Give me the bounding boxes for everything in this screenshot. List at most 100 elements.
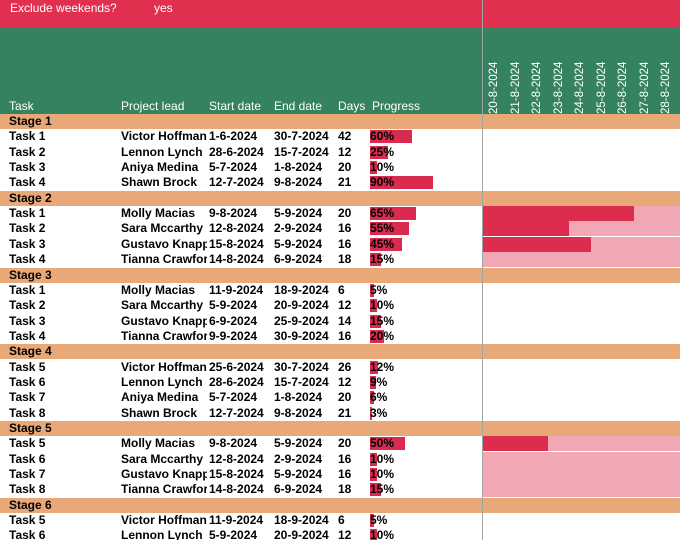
start-date[interactable]: 9-8-2024	[209, 206, 258, 221]
task-name[interactable]: Task 7	[9, 467, 46, 482]
project-lead[interactable]: Sara Mccarthy	[121, 451, 204, 466]
start-date[interactable]: 15-8-2024	[209, 236, 264, 251]
project-lead[interactable]: Molly Macias	[121, 206, 196, 221]
days[interactable]: 6	[338, 282, 345, 297]
timeline-date-header[interactable]: 27-8-2024	[639, 34, 653, 114]
end-date[interactable]: 1-8-2024	[274, 390, 323, 405]
end-date[interactable]: 5-9-2024	[274, 467, 323, 482]
start-date[interactable]: 14-8-2024	[209, 482, 264, 497]
end-date-column-header[interactable]: End date	[274, 99, 323, 113]
progress-cell[interactable]: 5%	[370, 283, 440, 298]
start-date[interactable]: 25-6-2024	[209, 359, 264, 374]
task-name[interactable]: Task 6	[9, 451, 46, 466]
project-lead[interactable]: Shawn Brock	[121, 405, 198, 420]
project-lead[interactable]: Sara Mccarthy	[121, 221, 204, 236]
days[interactable]: 20	[338, 390, 352, 405]
days[interactable]: 26	[338, 359, 352, 374]
progress-cell[interactable]: 50%	[370, 436, 440, 451]
task-name[interactable]: Task 2	[9, 144, 46, 159]
end-date[interactable]: 9-8-2024	[274, 405, 323, 420]
task-name[interactable]: Task 1	[9, 282, 46, 297]
progress-cell[interactable]: 60%	[370, 129, 440, 144]
project-lead[interactable]: Shawn Brock	[121, 175, 198, 190]
progress-cell[interactable]: 90%	[370, 175, 440, 190]
start-date[interactable]: 5-9-2024	[209, 298, 258, 313]
end-date[interactable]: 5-9-2024	[274, 206, 323, 221]
project-lead[interactable]: Aniya Medina	[121, 160, 199, 175]
end-date[interactable]: 6-9-2024	[274, 482, 323, 497]
end-date[interactable]: 30-7-2024	[274, 359, 329, 374]
task-name[interactable]: Task 1	[9, 129, 46, 144]
project-lead[interactable]: Victor Hoffman	[121, 513, 207, 528]
days[interactable]: 6	[338, 513, 345, 528]
task-name[interactable]: Task 6	[9, 374, 46, 389]
start-date[interactable]: 12-8-2024	[209, 451, 264, 466]
progress-cell[interactable]: 3%	[370, 406, 440, 421]
start-date[interactable]: 6-9-2024	[209, 313, 258, 328]
end-date[interactable]: 1-8-2024	[274, 160, 323, 175]
progress-cell[interactable]: 15%	[370, 314, 440, 329]
end-date[interactable]: 20-9-2024	[274, 298, 329, 313]
task-name[interactable]: Task 3	[9, 236, 46, 251]
progress-cell[interactable]: 10%	[370, 160, 440, 175]
end-date[interactable]: 15-7-2024	[274, 374, 329, 389]
timeline-date-header[interactable]: 20-8-2024	[488, 34, 502, 114]
days[interactable]: 14	[338, 313, 352, 328]
project-lead[interactable]: Lennon Lynch	[121, 528, 203, 540]
project-lead[interactable]: Gustavo Knapp	[121, 467, 207, 482]
timeline-date-header[interactable]: 25-8-2024	[596, 34, 610, 114]
project-lead[interactable]: Victor Hoffman	[121, 359, 207, 374]
project-lead[interactable]: Victor Hoffman	[121, 129, 207, 144]
stage-name[interactable]: Stage 4	[9, 344, 52, 359]
start-date[interactable]: 12-8-2024	[209, 221, 264, 236]
project-lead[interactable]: Lennon Lynch	[121, 374, 203, 389]
project-lead[interactable]: Sara Mccarthy	[121, 298, 204, 313]
task-name[interactable]: Task 1	[9, 206, 46, 221]
progress-cell[interactable]: 15%	[370, 252, 440, 267]
days[interactable]: 21	[338, 405, 352, 420]
start-date[interactable]: 28-6-2024	[209, 144, 264, 159]
stage-name[interactable]: Stage 2	[9, 190, 52, 205]
days[interactable]: 42	[338, 129, 352, 144]
start-date[interactable]: 11-9-2024	[209, 282, 264, 297]
end-date[interactable]: 6-9-2024	[274, 252, 323, 267]
end-date[interactable]: 2-9-2024	[274, 451, 323, 466]
start-date[interactable]: 9-9-2024	[209, 328, 258, 343]
days[interactable]: 16	[338, 221, 352, 236]
progress-cell[interactable]: 10%	[370, 298, 440, 313]
timeline-date-header[interactable]: 26-8-2024	[617, 34, 631, 114]
task-name[interactable]: Task 2	[9, 298, 46, 313]
task-name[interactable]: Task 8	[9, 482, 46, 497]
progress-cell[interactable]: 65%	[370, 206, 440, 221]
days[interactable]: 20	[338, 160, 352, 175]
task-name[interactable]: Task 4	[9, 328, 46, 343]
project-lead[interactable]: Tianna Crawford	[121, 482, 207, 497]
end-date[interactable]: 9-8-2024	[274, 175, 323, 190]
start-date[interactable]: 5-7-2024	[209, 160, 258, 175]
days[interactable]: 16	[338, 236, 352, 251]
progress-cell[interactable]: 5%	[370, 513, 440, 528]
progress-cell[interactable]: 45%	[370, 237, 440, 252]
stage-name[interactable]: Stage 1	[9, 114, 52, 128]
start-date[interactable]: 5-7-2024	[209, 390, 258, 405]
days[interactable]: 21	[338, 175, 352, 190]
progress-cell[interactable]: 25%	[370, 145, 440, 160]
end-date[interactable]: 15-7-2024	[274, 144, 329, 159]
progress-cell[interactable]: 10%	[370, 452, 440, 467]
days[interactable]: 20	[338, 436, 352, 451]
timeline-date-header[interactable]: 21-8-2024	[510, 34, 524, 114]
end-date[interactable]: 2-9-2024	[274, 221, 323, 236]
progress-cell[interactable]: 55%	[370, 221, 440, 236]
exclude-weekends-value[interactable]: yes	[154, 1, 173, 15]
start-date[interactable]: 28-6-2024	[209, 374, 264, 389]
task-name[interactable]: Task 3	[9, 160, 46, 175]
start-date[interactable]: 15-8-2024	[209, 467, 264, 482]
task-name[interactable]: Task 4	[9, 175, 46, 190]
project-lead[interactable]: Tianna Crawford	[121, 328, 207, 343]
progress-cell[interactable]: 10%	[370, 528, 440, 540]
timeline-date-header[interactable]: 28-8-2024	[660, 34, 674, 114]
days-column-header[interactable]: Days	[338, 99, 366, 113]
days[interactable]: 16	[338, 451, 352, 466]
end-date[interactable]: 30-9-2024	[274, 328, 329, 343]
progress-column-header[interactable]: Progress	[372, 99, 421, 113]
